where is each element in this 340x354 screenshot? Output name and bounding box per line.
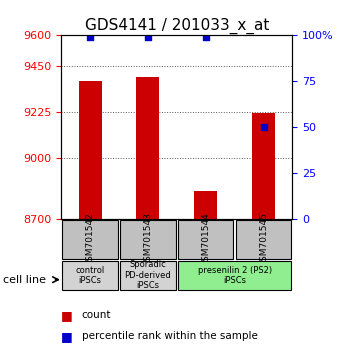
- Point: [87, 34, 93, 40]
- Text: ■: ■: [61, 330, 73, 343]
- Bar: [79, 81, 102, 219]
- Point: [203, 34, 208, 40]
- Point: [261, 125, 266, 130]
- Text: presenilin 2 (PS2)
iPSCs: presenilin 2 (PS2) iPSCs: [198, 266, 272, 285]
- Text: Sporadic
PD-derived
iPSCs: Sporadic PD-derived iPSCs: [124, 260, 171, 290]
- Bar: [62, 261, 118, 290]
- Text: ■: ■: [61, 309, 73, 321]
- Bar: [178, 261, 291, 290]
- Text: GSM701543: GSM701543: [143, 212, 152, 267]
- Point: [145, 34, 151, 40]
- Text: count: count: [82, 310, 111, 320]
- Bar: [194, 191, 217, 219]
- Text: cell line: cell line: [3, 275, 46, 285]
- Text: percentile rank within the sample: percentile rank within the sample: [82, 331, 257, 341]
- Title: GDS4141 / 201033_x_at: GDS4141 / 201033_x_at: [85, 18, 269, 34]
- Bar: [178, 220, 234, 259]
- Bar: [136, 77, 159, 219]
- Bar: [252, 113, 275, 219]
- Bar: [120, 220, 176, 259]
- Text: control
iPSCs: control iPSCs: [75, 266, 105, 285]
- Bar: [62, 220, 118, 259]
- Text: GSM701542: GSM701542: [86, 212, 95, 267]
- Text: GSM701545: GSM701545: [259, 212, 268, 267]
- Text: GSM701544: GSM701544: [201, 212, 210, 267]
- Bar: [120, 261, 176, 290]
- Bar: [236, 220, 291, 259]
